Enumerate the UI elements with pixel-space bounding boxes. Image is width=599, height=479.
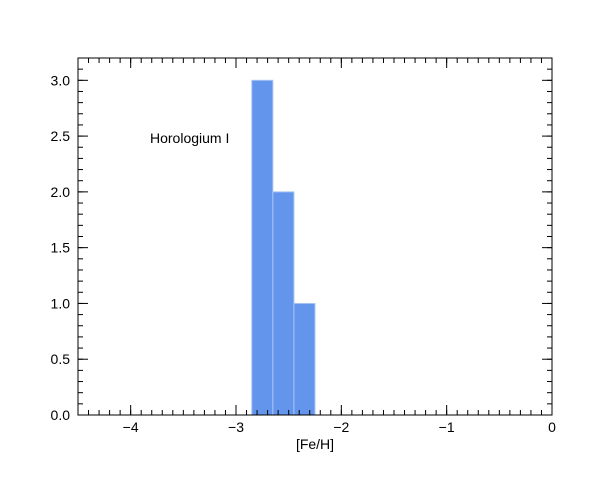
- histogram-bar-3: [293, 302, 316, 416]
- y-tick-label: 2.0: [51, 184, 71, 200]
- bars-layer: [251, 79, 316, 416]
- x-tick-label: −1: [439, 419, 455, 435]
- plot-frame: [77, 57, 553, 416]
- x-tick-label: −4: [123, 419, 139, 435]
- y-tick-label: 0.0: [51, 407, 71, 423]
- histogram-bar-2: [272, 191, 295, 416]
- y-tick-label: 0.5: [51, 351, 71, 367]
- x-tick-label: −3: [228, 419, 244, 435]
- x-tick-label: 0: [548, 419, 556, 435]
- annotation-label: Horologium I: [150, 130, 229, 146]
- histogram-bar-1: [251, 79, 274, 416]
- y-tick-label: 1.0: [51, 295, 71, 311]
- y-tick-label: 1.5: [51, 240, 71, 256]
- ticks-layer: [77, 57, 553, 416]
- x-tick-label: −2: [333, 419, 349, 435]
- y-tick-label: 3.0: [51, 72, 71, 88]
- labels-layer: −4 −3 −2 −1 0 0.0 0.5 1.0 1.5 2.0 2.5 3.0: [51, 72, 557, 435]
- y-tick-label: 2.5: [51, 128, 71, 144]
- x-axis-title: [Fe/H]: [296, 436, 334, 452]
